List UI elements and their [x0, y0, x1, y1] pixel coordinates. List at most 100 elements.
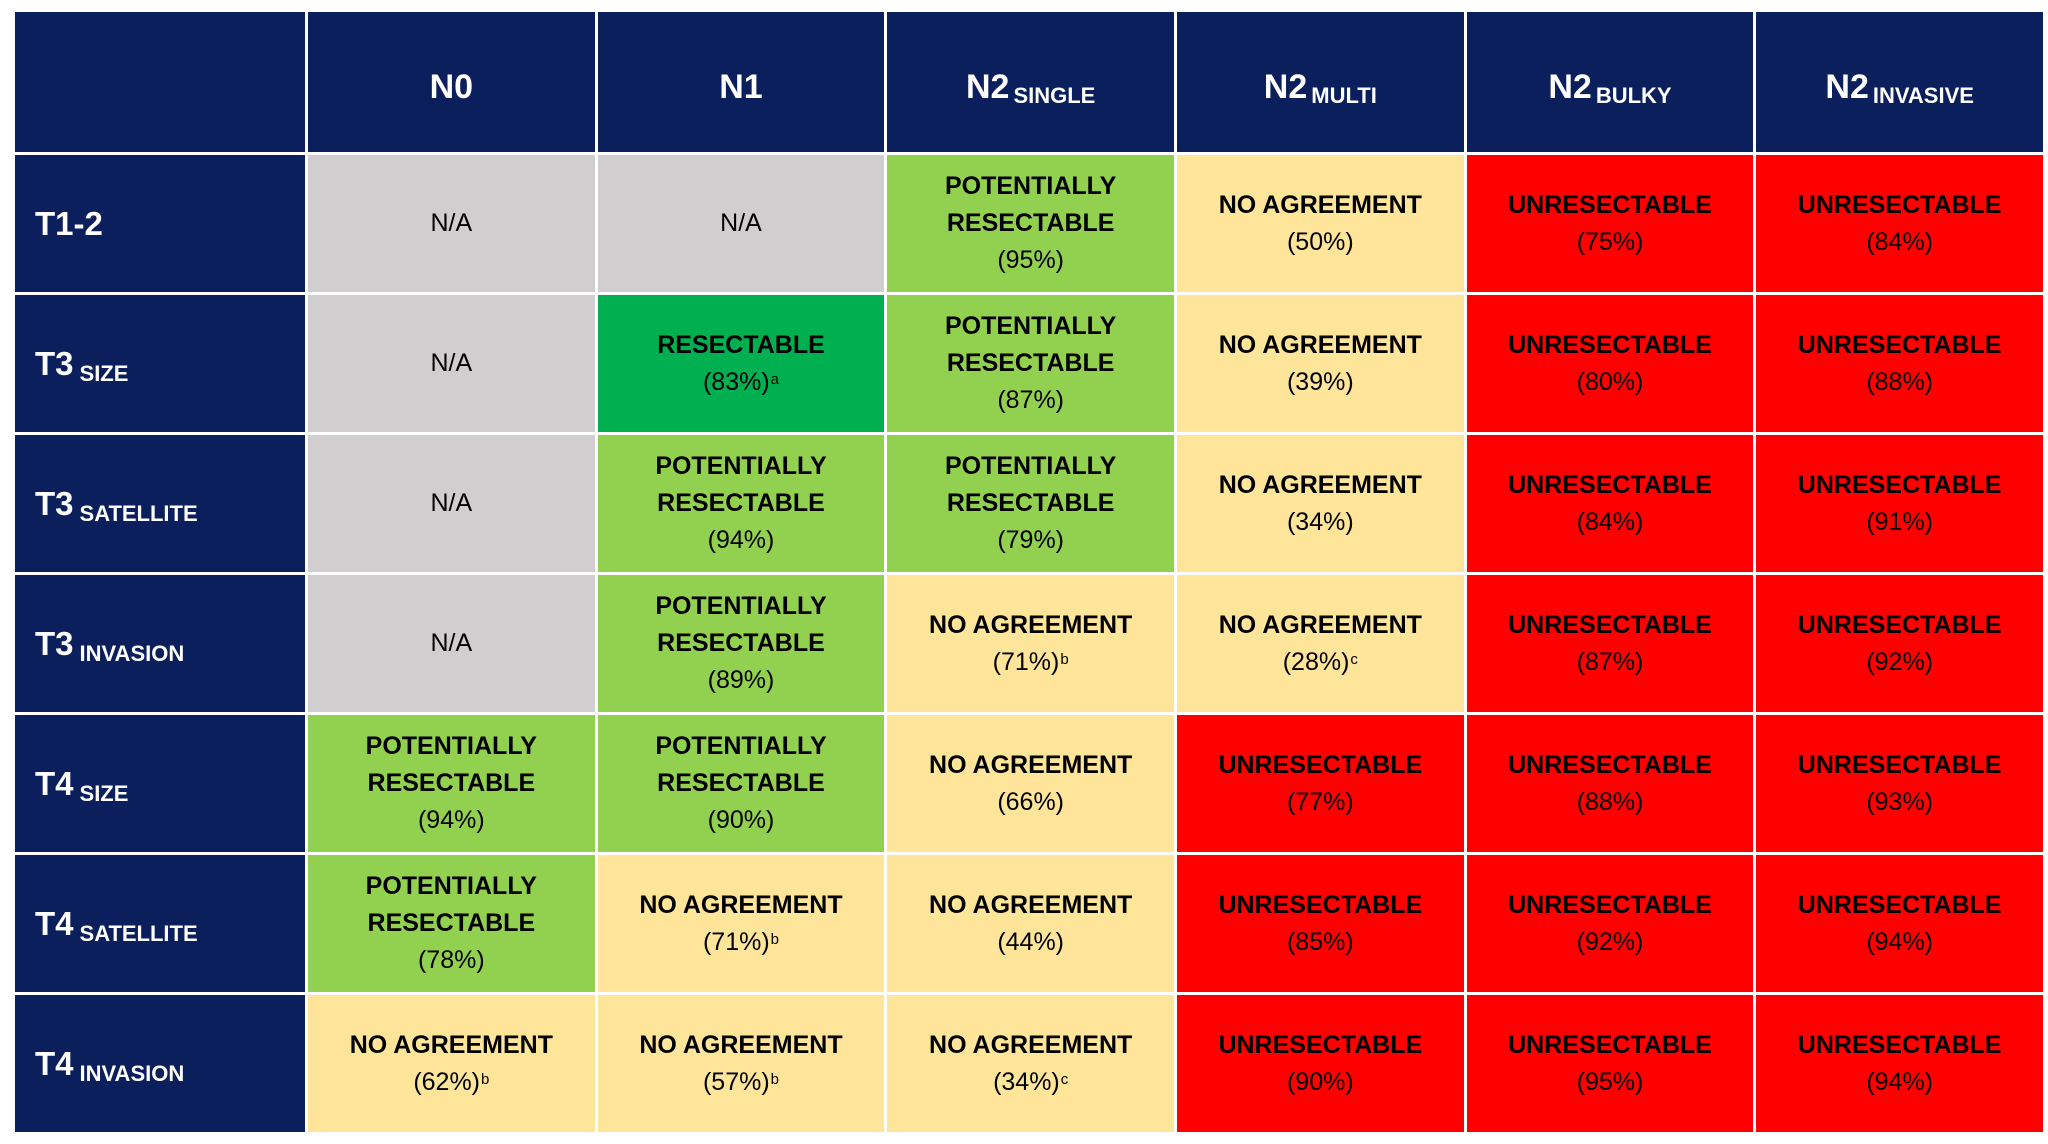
column-header-main: N1 — [719, 67, 763, 106]
cell-verdict: UNRESECTABLE — [1797, 190, 2002, 219]
cell-percent: (95%) — [1577, 1064, 1644, 1101]
cell-verdict: POTENTIALLY RESECTABLE — [944, 312, 1117, 377]
cell-percent-value: (84%) — [1866, 227, 1933, 256]
row-header: T4 INVASION — [15, 995, 305, 1132]
cell-verdict: UNRESECTABLE — [1508, 330, 1712, 359]
cell-percent: (87%) — [997, 382, 1064, 419]
table-cell: UNRESECTABLE (80%) — [1466, 295, 1754, 432]
cell-percent: (28%)c — [1283, 644, 1358, 681]
cell-percent-value: (87%) — [997, 386, 1064, 414]
cell-footnote: c — [1350, 650, 1358, 668]
table-cell: UNRESECTABLE (95%) — [1466, 995, 1754, 1132]
cell-verdict: POTENTIALLY RESECTABLE — [365, 732, 537, 797]
table-cell: RESECTABLE (83%)a — [597, 295, 885, 432]
cell-percent: (62%)b — [413, 1064, 489, 1101]
row-header-sub: INVASION — [79, 640, 185, 666]
cell-percent: (88%) — [1577, 784, 1644, 821]
cell-percent-value: (92%) — [1866, 647, 1933, 676]
cell-percent: (34%) — [1287, 504, 1354, 541]
cell-percent-value: (87%) — [1576, 647, 1644, 676]
cell-percent: (92%) — [1577, 924, 1644, 961]
cell-verdict: POTENTIALLY RESECTABLE — [944, 452, 1117, 517]
corner-header — [15, 12, 305, 152]
cell-percent: (89%) — [708, 662, 775, 699]
cell-percent: (34%)c — [993, 1064, 1068, 1101]
row-header-sub: INVASION — [79, 1060, 185, 1086]
cell-percent-value: (78%) — [417, 946, 485, 974]
table-cell: UNRESECTABLE (84%) — [1756, 155, 2043, 292]
column-header: N2 SINGLE — [887, 12, 1174, 152]
row-header-sub: SIZE — [79, 780, 129, 806]
cell-verdict: NO AGREEMENT — [1218, 330, 1422, 359]
cell-footnote: b — [1060, 650, 1069, 668]
column-header: N1 — [597, 12, 885, 152]
cell-verdict: POTENTIALLY RESECTABLE — [944, 172, 1117, 237]
cell-percent: (80%) — [1577, 364, 1644, 401]
table-cell: NO AGREEMENT (34%)c — [887, 995, 1174, 1132]
cell-verdict: UNRESECTABLE — [1218, 890, 1423, 919]
cell-verdict: NO AGREEMENT — [929, 750, 1133, 779]
cell-percent-value: (79%) — [997, 526, 1064, 554]
row-header-main: T1-2 — [35, 204, 103, 242]
table-cell: NO AGREEMENT (71%)b — [597, 855, 885, 992]
row-header: T4 SIZE — [15, 715, 305, 852]
cell-footnote: b — [770, 930, 779, 948]
cell-percent-value: (34%) — [993, 1067, 1060, 1096]
column-header-sub: MULTI — [1311, 83, 1377, 108]
cell-verdict: NO AGREEMENT — [929, 1030, 1133, 1059]
table-cell: POTENTIALLY RESECTABLE (94%) — [308, 715, 595, 852]
table-cell: POTENTIALLY RESECTABLE (90%) — [597, 715, 885, 852]
table-cell: N/A — [308, 575, 595, 712]
cell-percent-value: (89%) — [707, 666, 775, 694]
table-cell: POTENTIALLY RESECTABLE (79%) — [887, 435, 1174, 572]
cell-percent-value: (94%) — [1866, 927, 1933, 956]
table-cell: UNRESECTABLE (84%) — [1466, 435, 1754, 572]
cell-verdict: UNRESECTABLE — [1797, 1030, 2002, 1059]
table-cell: N/A — [597, 155, 885, 292]
cell-verdict: UNRESECTABLE — [1797, 610, 2002, 639]
table-cell: UNRESECTABLE (88%) — [1466, 715, 1754, 852]
table-cell: POTENTIALLY RESECTABLE (94%) — [597, 435, 885, 572]
cell-verdict: NO AGREEMENT — [929, 610, 1133, 639]
cell-percent-value: (90%) — [707, 806, 775, 834]
cell-verdict: N/A — [430, 349, 473, 377]
cell-percent-value: (95%) — [997, 246, 1064, 274]
cell-verdict: UNRESECTABLE — [1508, 890, 1712, 919]
column-header: N2 BULKY — [1466, 12, 1754, 152]
table-cell: N/A — [308, 435, 595, 572]
table-cell: POTENTIALLY RESECTABLE (95%) — [887, 155, 1174, 292]
cell-verdict: N/A — [430, 489, 473, 517]
cell-percent-value: (88%) — [1576, 787, 1644, 816]
table-cell: POTENTIALLY RESECTABLE (87%) — [887, 295, 1174, 432]
cell-percent-value: (28%) — [1282, 647, 1350, 676]
cell-percent: (88%) — [1866, 364, 1933, 401]
cell-percent: (90%) — [708, 802, 775, 839]
cell-verdict: UNRESECTABLE — [1797, 470, 2002, 499]
cell-percent-value: (77%) — [1286, 787, 1354, 816]
column-header-sub: BULKY — [1595, 83, 1672, 108]
cell-percent: (84%) — [1866, 224, 1933, 261]
cell-percent-value: (94%) — [417, 806, 485, 834]
row-header-main: T3 — [35, 624, 74, 662]
table-cell: UNRESECTABLE (91%) — [1756, 435, 2043, 572]
cell-verdict: UNRESECTABLE — [1218, 750, 1423, 779]
cell-percent-value: (44%) — [997, 927, 1064, 956]
cell-verdict: N/A — [430, 629, 473, 657]
row-header-sub: SIZE — [79, 360, 129, 386]
cell-verdict: NO AGREEMENT — [1218, 470, 1422, 499]
cell-percent: (50%) — [1287, 224, 1354, 261]
cell-verdict: RESECTABLE — [657, 330, 825, 359]
cell-percent: (77%) — [1287, 784, 1354, 821]
cell-percent: (90%) — [1287, 1064, 1354, 1101]
cell-percent: (93%) — [1866, 784, 1933, 821]
column-header-main: N2 — [965, 67, 1010, 106]
cell-percent-value: (84%) — [1576, 507, 1644, 536]
cell-verdict: UNRESECTABLE — [1218, 1030, 1423, 1059]
table-cell: N/A — [308, 295, 595, 432]
cell-percent-value: (83%) — [702, 367, 770, 396]
table-cell: NO AGREEMENT (39%) — [1176, 295, 1464, 432]
cell-percent-value: (90%) — [1286, 1067, 1354, 1096]
column-header-main: N2 — [1825, 67, 1869, 106]
cell-percent-value: (88%) — [1866, 367, 1933, 396]
row-header-main: T4 — [35, 904, 74, 942]
